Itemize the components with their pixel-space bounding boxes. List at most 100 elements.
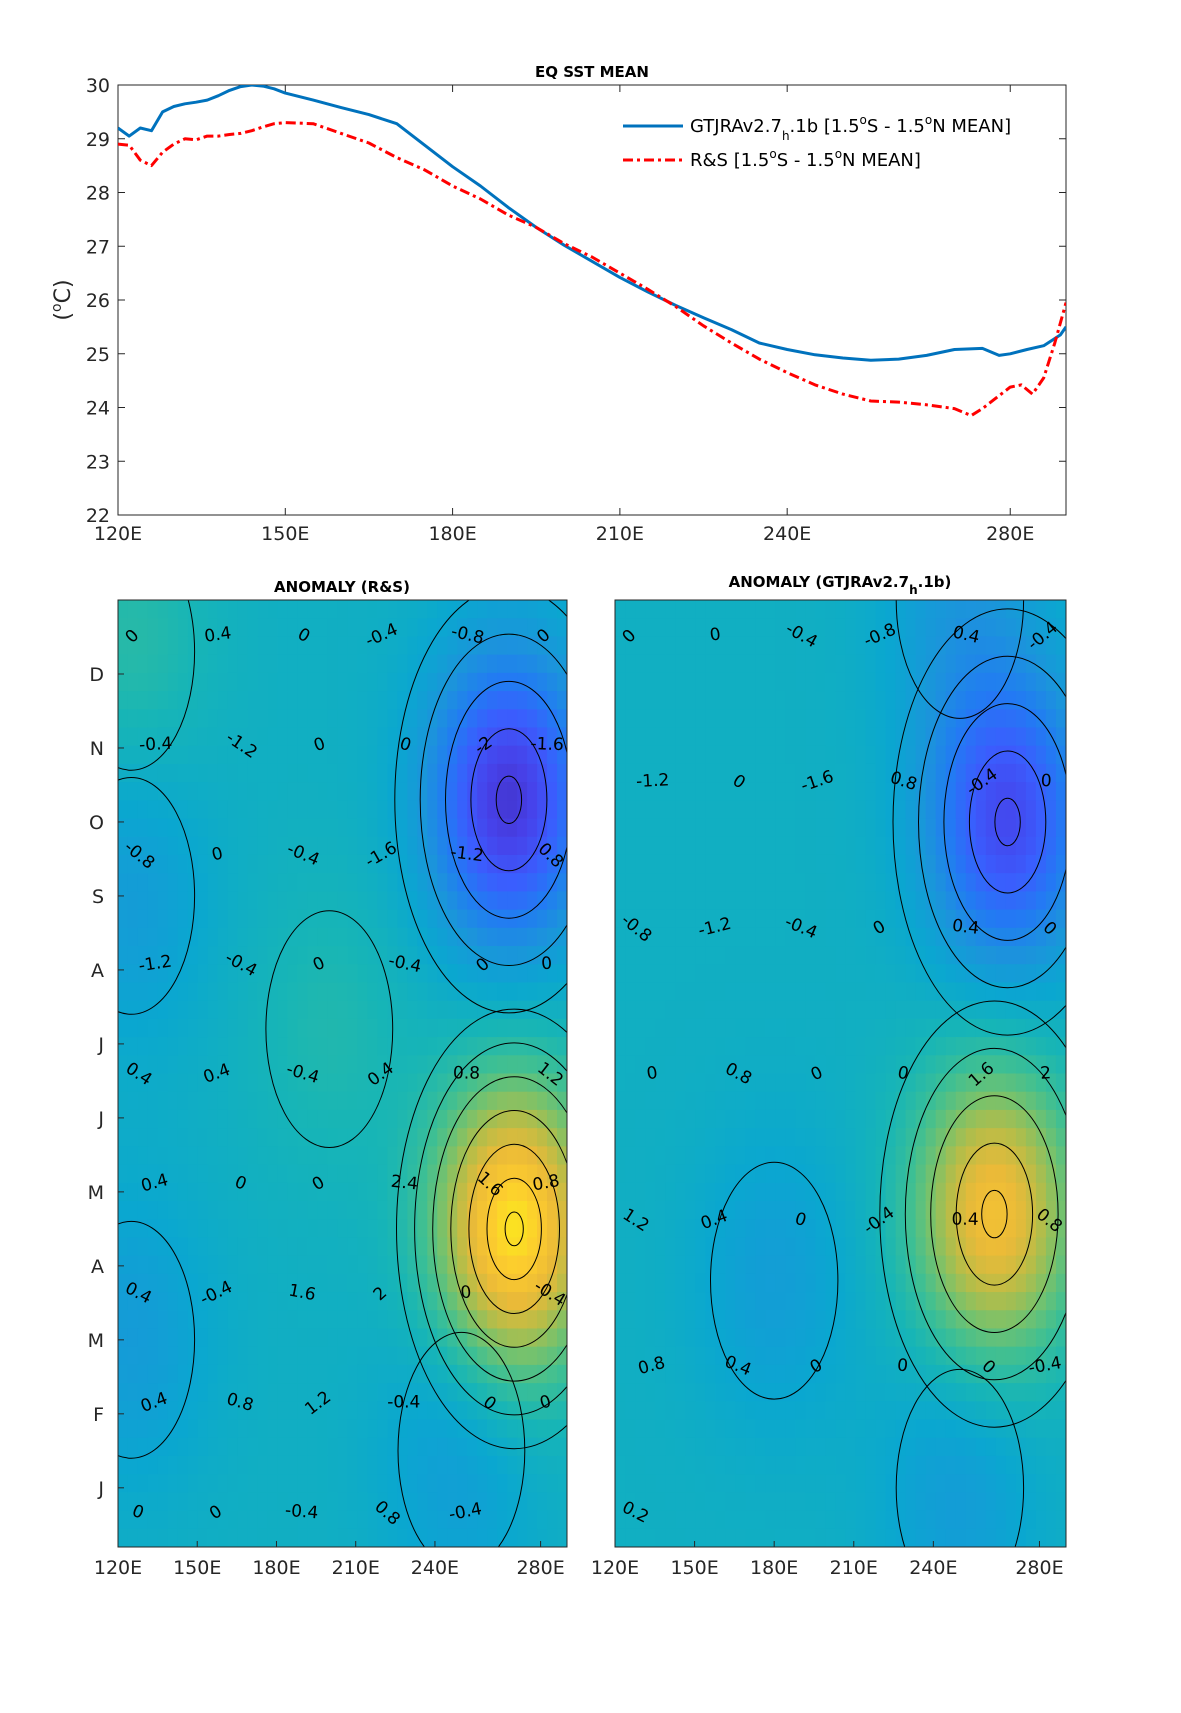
field-cell [775, 1237, 786, 1257]
field-cell [137, 1364, 149, 1384]
field-cell [905, 1055, 917, 1075]
field-cell [557, 763, 567, 783]
field-cell [915, 818, 927, 838]
field-cell [955, 1310, 967, 1330]
field-cell [795, 1000, 807, 1020]
field-cell [905, 1219, 917, 1238]
field-cell [675, 1237, 686, 1257]
field-cell [1055, 1474, 1066, 1493]
field-cell [527, 891, 538, 911]
field-cell [477, 672, 488, 692]
field-cell [725, 691, 736, 710]
field-cell [855, 691, 867, 710]
field-cell [137, 818, 149, 838]
field-cell [945, 636, 957, 656]
field-cell [397, 618, 408, 638]
field-cell [287, 1073, 299, 1093]
field-cell [1055, 636, 1066, 656]
field-cell [705, 763, 716, 783]
field-cell [835, 654, 847, 674]
field-cell [735, 1055, 746, 1075]
y-tick-label: 29 [86, 129, 110, 151]
field-cell [915, 600, 927, 619]
field-cell [377, 600, 388, 619]
field-cell [517, 1164, 528, 1184]
field-cell [307, 1146, 319, 1166]
field-cell [645, 873, 656, 892]
field-cell [507, 1383, 518, 1402]
field-cell [755, 1492, 766, 1512]
field-cell [477, 618, 488, 638]
field-cell [1035, 854, 1047, 874]
field-cell [267, 763, 279, 783]
field-cell [995, 636, 1007, 656]
field-cell [985, 800, 997, 820]
field-cell [337, 636, 349, 656]
field-cell [955, 1146, 967, 1166]
field-cell [885, 1237, 897, 1257]
field-cell [615, 1091, 626, 1111]
field-cell [367, 1000, 379, 1020]
field-cell [118, 891, 129, 911]
field-cell [307, 1237, 319, 1257]
field-cell [267, 1492, 279, 1512]
field-cell [487, 1219, 498, 1238]
field-cell [705, 672, 716, 692]
contour-line [265, 910, 394, 1148]
field-cell [207, 946, 219, 965]
field-cell [685, 1182, 696, 1202]
field-cell [675, 982, 686, 1002]
field-cell [497, 1037, 508, 1056]
field-cell [347, 1492, 359, 1512]
field-cell [537, 1419, 548, 1439]
field-cell [187, 1109, 199, 1129]
field-cell [975, 891, 987, 911]
field-cell [507, 964, 518, 984]
field-cell [665, 1455, 676, 1475]
field-cell [835, 1091, 847, 1111]
field-cell [267, 1310, 279, 1330]
field-cell [915, 1401, 927, 1421]
field-cell [267, 818, 279, 838]
field-cell [177, 1528, 189, 1547]
field-cell [167, 1146, 179, 1166]
field-cell [247, 1219, 259, 1238]
field-cell [1005, 1146, 1017, 1166]
field-cell [765, 1437, 776, 1457]
field-cell [267, 1328, 279, 1348]
field-cell [985, 1037, 997, 1056]
field-cell [695, 672, 706, 692]
field-cell [915, 1510, 927, 1530]
contour-label: -0.4 [284, 1501, 319, 1524]
field-cell [645, 782, 656, 801]
field-cell [1035, 1000, 1047, 1020]
field-cell [497, 927, 508, 947]
field-cell [775, 1164, 786, 1184]
field-cell [447, 1528, 458, 1547]
field-cell [995, 1383, 1007, 1402]
x-tick-label: 180E [750, 1557, 798, 1579]
field-cell [127, 1200, 139, 1220]
field-cell [297, 636, 309, 656]
field-cell [735, 1328, 746, 1348]
field-cell [267, 1383, 279, 1402]
field-cell [1045, 1164, 1057, 1184]
field-cell [387, 1401, 398, 1421]
field-cell [1055, 1346, 1066, 1366]
field-cell [925, 1364, 937, 1384]
field-cell [177, 1109, 189, 1129]
field-cell [227, 800, 239, 820]
field-cell [955, 1219, 967, 1238]
field-cell [447, 618, 458, 638]
field-cell [547, 927, 558, 947]
field-cell [805, 1146, 817, 1166]
field-cell [367, 1383, 379, 1402]
field-cell [357, 745, 369, 765]
field-cell [137, 1510, 149, 1530]
field-cell [1015, 1037, 1027, 1056]
field-cell [1045, 1510, 1057, 1530]
field-cell [287, 672, 299, 692]
field-cell [187, 1419, 199, 1439]
field-cell [137, 1128, 149, 1147]
field-cell [337, 1528, 349, 1547]
